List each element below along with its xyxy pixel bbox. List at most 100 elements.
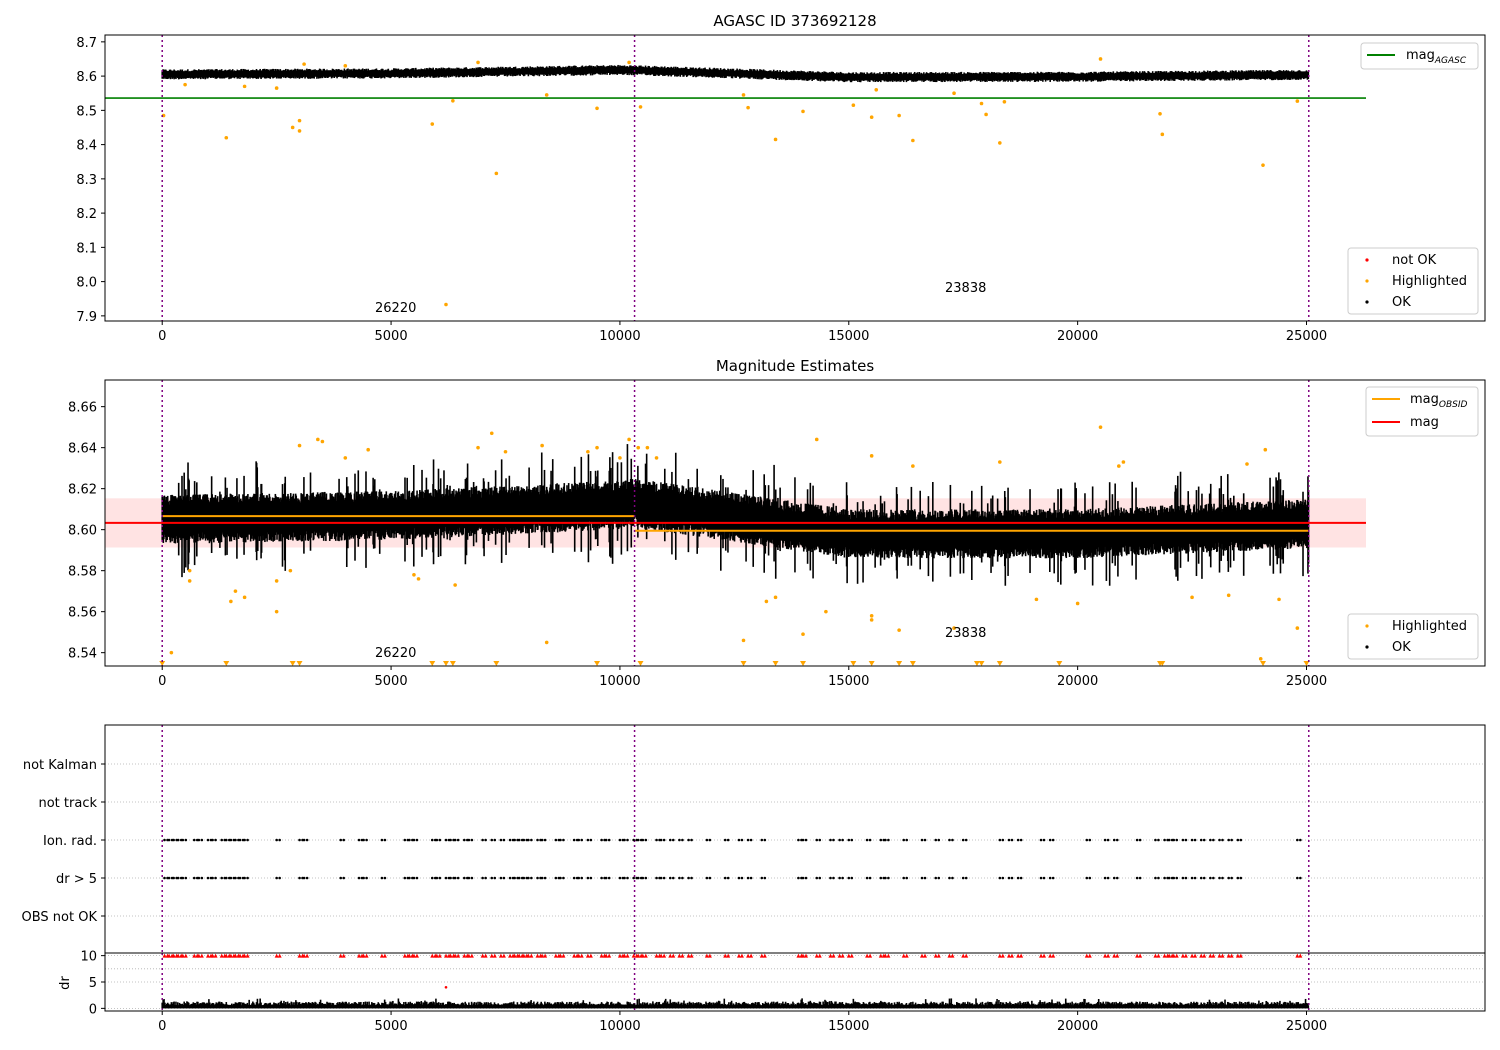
panel1-ok-band (161, 64, 1310, 83)
highlighted-point (636, 445, 641, 450)
flag-point (305, 876, 309, 880)
highlighted-point (444, 302, 448, 307)
flag-point (1154, 876, 1157, 880)
panel3-gridlines (105, 763, 1485, 917)
flag-point (671, 838, 675, 842)
flag-point (522, 838, 526, 842)
flag-point (502, 838, 506, 842)
flag-point (1039, 838, 1043, 842)
highlighted-point (412, 572, 416, 577)
legend-not-ok-swatch (1365, 258, 1369, 262)
highlighted-point (1117, 464, 1121, 468)
panel2-below-axis-markers (159, 660, 1310, 666)
flag-point (1138, 876, 1142, 880)
flag-point (1039, 876, 1043, 880)
flag-point (456, 876, 460, 880)
highlighted-point (1075, 601, 1080, 606)
flag-point (444, 838, 448, 842)
flag-point (490, 876, 494, 880)
flag-point (577, 876, 581, 880)
highlighted-point (451, 98, 455, 103)
highlighted-point (274, 579, 279, 583)
legend-highlighted-label: Highlighted (1392, 274, 1467, 289)
flag-point (920, 876, 924, 880)
flag-point (705, 876, 709, 880)
flag-point (662, 838, 666, 842)
flag-point (626, 838, 629, 842)
flag-point (740, 838, 744, 842)
flag-point (234, 876, 237, 880)
flag-point (554, 876, 558, 880)
highlighted-point (869, 618, 874, 622)
flag-point (607, 876, 611, 880)
flag-point (920, 838, 924, 842)
category-tick-label: OBS not OK (22, 910, 98, 925)
panel2-obsid-label-1: 26220 (375, 646, 416, 661)
flag-point (453, 838, 457, 842)
flag-point (1138, 838, 1142, 842)
flag-point (302, 876, 306, 880)
flag-point (726, 876, 730, 880)
panel1-y-axis: 7.9 8.0 8.1 8.2 8.3 8.4 8.5 8.6 8.7 (76, 36, 105, 325)
flag-point (879, 838, 883, 842)
highlighted-point (1295, 99, 1300, 103)
flag-point (206, 876, 210, 880)
highlighted-point (998, 141, 1002, 145)
panel2-x-axis: 0 5000 10000 15000 20000 25000 (158, 666, 1327, 689)
panel2-ok-band (161, 444, 1310, 586)
flag-point (632, 876, 635, 880)
flag-point (1088, 876, 1092, 880)
highlighted-point (952, 91, 956, 96)
highlighted-point (911, 464, 915, 468)
flag-point (577, 838, 581, 842)
flag-point (408, 838, 411, 842)
flag-point (214, 838, 217, 842)
flag-point (481, 876, 484, 880)
flag-point (470, 838, 474, 842)
x-tick-label: 0 (158, 674, 166, 689)
flag-point (467, 838, 471, 842)
highlighted-point (654, 456, 659, 460)
panel1-obsid-labels: 26220 23838 (375, 281, 986, 316)
highlighted-point (1295, 626, 1300, 630)
highlighted-point (638, 105, 643, 109)
highlighted-point (1245, 462, 1249, 466)
flag-point (502, 876, 506, 880)
flag-point (681, 838, 684, 842)
y-tick-label: 8.5 (76, 104, 97, 119)
flag-point (662, 876, 666, 880)
flag-point (1048, 838, 1052, 842)
flag-point (1112, 838, 1116, 842)
panel2-y-axis: 8.54 8.56 8.58 8.60 8.62 8.64 8.66 (68, 401, 105, 662)
highlighted-point (874, 88, 879, 92)
flag-point (438, 838, 442, 842)
y-tick-label: 8.54 (68, 647, 97, 662)
flag-point (818, 876, 822, 880)
panel1-legend-status: not OK Highlighted OK (1347, 247, 1479, 315)
flag-point (1218, 876, 1221, 880)
flag-point (243, 876, 246, 880)
panel-agasc-mag: AGASC ID 373692128 26220 23838 0 5000 1000… (76, 12, 1486, 344)
flag-point (1172, 876, 1176, 880)
flag-point (644, 838, 648, 842)
category-tick-label: Ion. rad. (43, 834, 97, 849)
flag-point (380, 876, 384, 880)
x-tick-label: 10000 (599, 674, 640, 689)
x-tick-label: 20000 (1057, 674, 1098, 689)
flag-point (681, 876, 684, 880)
flag-point (604, 838, 608, 842)
below-axis-marker (1056, 660, 1063, 666)
flag-point (737, 876, 741, 880)
flag-point (1167, 876, 1171, 880)
flag-point (490, 838, 494, 842)
highlighted-point (1098, 57, 1103, 61)
flag-point (644, 876, 648, 880)
highlighted-point (476, 445, 480, 450)
flag-point (1051, 838, 1055, 842)
flag-point (1212, 876, 1215, 880)
highlighted-point (343, 64, 348, 68)
flag-point (1019, 838, 1023, 842)
highlighted-point (627, 60, 631, 65)
flag-point (463, 876, 466, 880)
